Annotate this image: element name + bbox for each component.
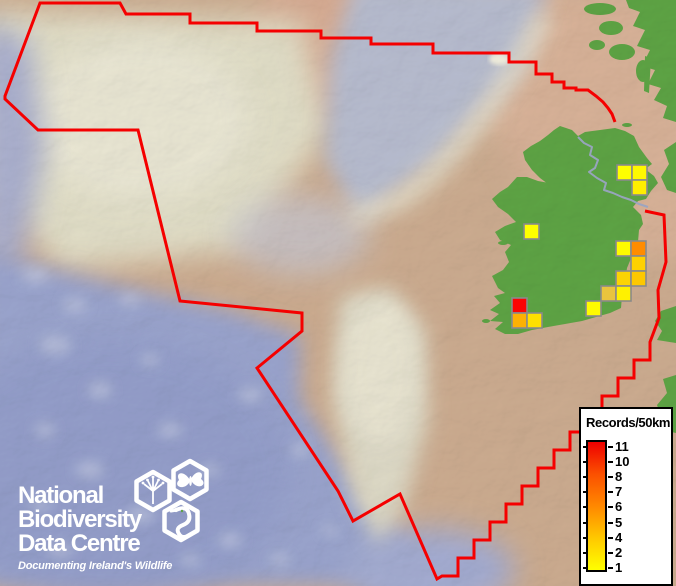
legend-tick: [583, 566, 588, 569]
logo-name-line3: Data Centre: [18, 530, 141, 557]
record-square[interactable]: [511, 297, 528, 314]
legend-tick: [583, 476, 588, 479]
plant-icon: [141, 475, 165, 504]
legend-tick-label: 5: [615, 514, 623, 530]
legend-tick: [583, 461, 588, 464]
hexagon-seahorse: [162, 499, 200, 543]
legend-tick: [583, 491, 588, 494]
legend-tick-label: 11: [615, 439, 629, 454]
legend-tick: [608, 521, 613, 524]
legend-tick-label: 1: [615, 559, 623, 575]
seahorse-icon: [169, 506, 192, 540]
legend-tick: [608, 461, 613, 464]
record-square[interactable]: [600, 285, 617, 302]
nbdc-logo: National Biodiversity Data Centre Docume…: [18, 482, 173, 573]
logo-tagline: Documenting Ireland's Wildlife: [18, 560, 173, 572]
hexagon-butterfly: [171, 458, 209, 502]
record-square[interactable]: [615, 285, 632, 302]
legend-color-bar: [586, 440, 607, 572]
legend-tick-label: 4: [615, 529, 623, 545]
record-square[interactable]: [511, 312, 528, 329]
legend-tick-label: 8: [615, 469, 623, 485]
logo-name-line2: Biodiversity: [18, 506, 142, 533]
legend-tick-label: 2: [615, 544, 623, 560]
record-square[interactable]: [630, 270, 647, 287]
legend-tick: [608, 566, 613, 569]
record-square[interactable]: [616, 164, 633, 181]
record-grid-squares: [511, 164, 648, 329]
butterfly-icon: [177, 472, 204, 488]
legend-tick-label: 6: [615, 499, 623, 515]
logo-emblem: [134, 458, 209, 543]
legend-panel: Records/50km 11 10 8 7 6 5 4 2 1: [579, 407, 673, 586]
legend-tick-label: 10: [615, 454, 630, 470]
record-square[interactable]: [631, 164, 648, 181]
legend-tick-label: 7: [615, 484, 623, 500]
legend-tick: [608, 476, 613, 479]
legend-tick: [608, 491, 613, 494]
record-square[interactable]: [615, 270, 632, 287]
record-square[interactable]: [585, 300, 602, 317]
hexagon-plant: [134, 469, 172, 513]
legend-tick: [608, 551, 613, 554]
ni-border-line: [577, 136, 649, 208]
record-square[interactable]: [523, 223, 540, 240]
legend-tick: [608, 506, 613, 509]
legend-tick: [583, 506, 588, 509]
record-square[interactable]: [526, 312, 543, 329]
legend-tick: [608, 536, 613, 539]
legend-tick: [583, 536, 588, 539]
record-square[interactable]: [630, 240, 647, 257]
legend-tick: [583, 446, 588, 448]
legend-title: Records/50km: [586, 415, 671, 430]
legend-tick: [583, 521, 588, 524]
legend-tick: [608, 446, 613, 448]
logo-name-line1: National: [18, 482, 104, 509]
legend-tick: [583, 551, 588, 554]
record-square[interactable]: [631, 179, 648, 196]
record-square[interactable]: [615, 240, 632, 257]
record-square[interactable]: [630, 255, 647, 272]
